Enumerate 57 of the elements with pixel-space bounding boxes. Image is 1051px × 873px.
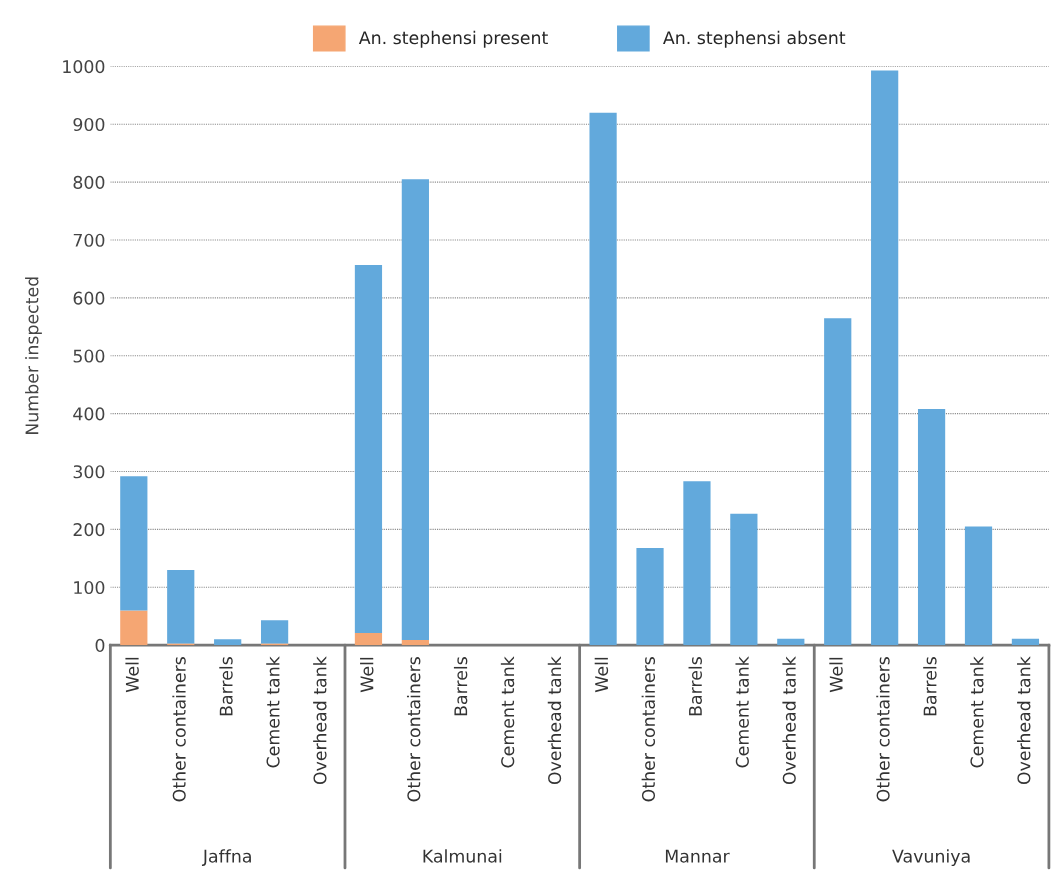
- bar: [683, 481, 711, 646]
- x-tick-label: Overhead tank: [782, 656, 796, 785]
- y-tick-label: 300: [73, 465, 105, 479]
- legend-label: An. stephensi present: [358, 30, 548, 48]
- y-tick-label: 900: [73, 117, 105, 132]
- x-tick-label: Barrels: [923, 657, 937, 716]
- bar: [871, 70, 899, 646]
- text: Kalmunai: [423, 849, 502, 863]
- bar: [167, 569, 195, 644]
- y-tick-label: 500: [73, 349, 105, 363]
- y-tick-label: 0: [95, 638, 105, 652]
- x-tick-label: Other containers: [876, 657, 890, 802]
- x-tick-label: Cement tank: [500, 656, 515, 768]
- bar: [636, 547, 664, 646]
- bar: [964, 526, 993, 646]
- bar: [214, 639, 242, 646]
- text: Mannar: [665, 849, 730, 863]
- y-tick-label: 1000: [63, 60, 105, 74]
- bar: [824, 318, 852, 646]
- x-tick-label: Cement tank: [266, 656, 280, 768]
- bar: [589, 112, 617, 646]
- x-tick-label: Other containers: [172, 657, 186, 802]
- x-tick-label: Cement tank: [735, 656, 749, 768]
- legend-label: An. stephensi absent: [663, 30, 846, 48]
- x-tick-label: Barrels: [688, 657, 702, 716]
- bar: [260, 620, 289, 644]
- bar: [777, 638, 805, 646]
- x-tick-label: Well: [829, 657, 843, 693]
- x-tick-label: Cement tank: [970, 656, 984, 768]
- x-tick-label: Well: [125, 657, 139, 693]
- y-axis-title: Number inspected: [25, 277, 42, 434]
- bar: [120, 610, 148, 646]
- y-tick-label: 600: [73, 291, 105, 305]
- x-tick-label: Overhead tank: [1017, 656, 1031, 785]
- y-tick-label: 700: [73, 233, 105, 247]
- bar: [401, 179, 429, 640]
- text: Jaffna: [201, 849, 251, 866]
- x-tick-label: Overhead tank: [547, 656, 562, 785]
- text: Vavuniya: [892, 849, 970, 867]
- bar: [120, 476, 148, 611]
- bar: [401, 639, 429, 646]
- bar: [354, 264, 383, 633]
- x-tick-label: Barrels: [453, 657, 468, 716]
- bar: [354, 632, 383, 646]
- y-tick-label: 100: [74, 580, 105, 595]
- x-tick-label: Well: [594, 657, 609, 693]
- bar: [1011, 638, 1040, 646]
- y-tick-label: 200: [73, 523, 105, 537]
- x-tick-label: Overhead tank: [313, 656, 327, 785]
- bar: [730, 513, 758, 646]
- bar: [917, 409, 946, 646]
- x-tick-label: Other containers: [641, 657, 656, 802]
- y-tick-label: 800: [73, 175, 105, 189]
- x-tick-label: Other containers: [406, 657, 421, 802]
- y-tick-label: 400: [73, 407, 105, 421]
- x-tick-label: Barrels: [219, 657, 233, 716]
- x-tick-label: Well: [360, 657, 374, 693]
